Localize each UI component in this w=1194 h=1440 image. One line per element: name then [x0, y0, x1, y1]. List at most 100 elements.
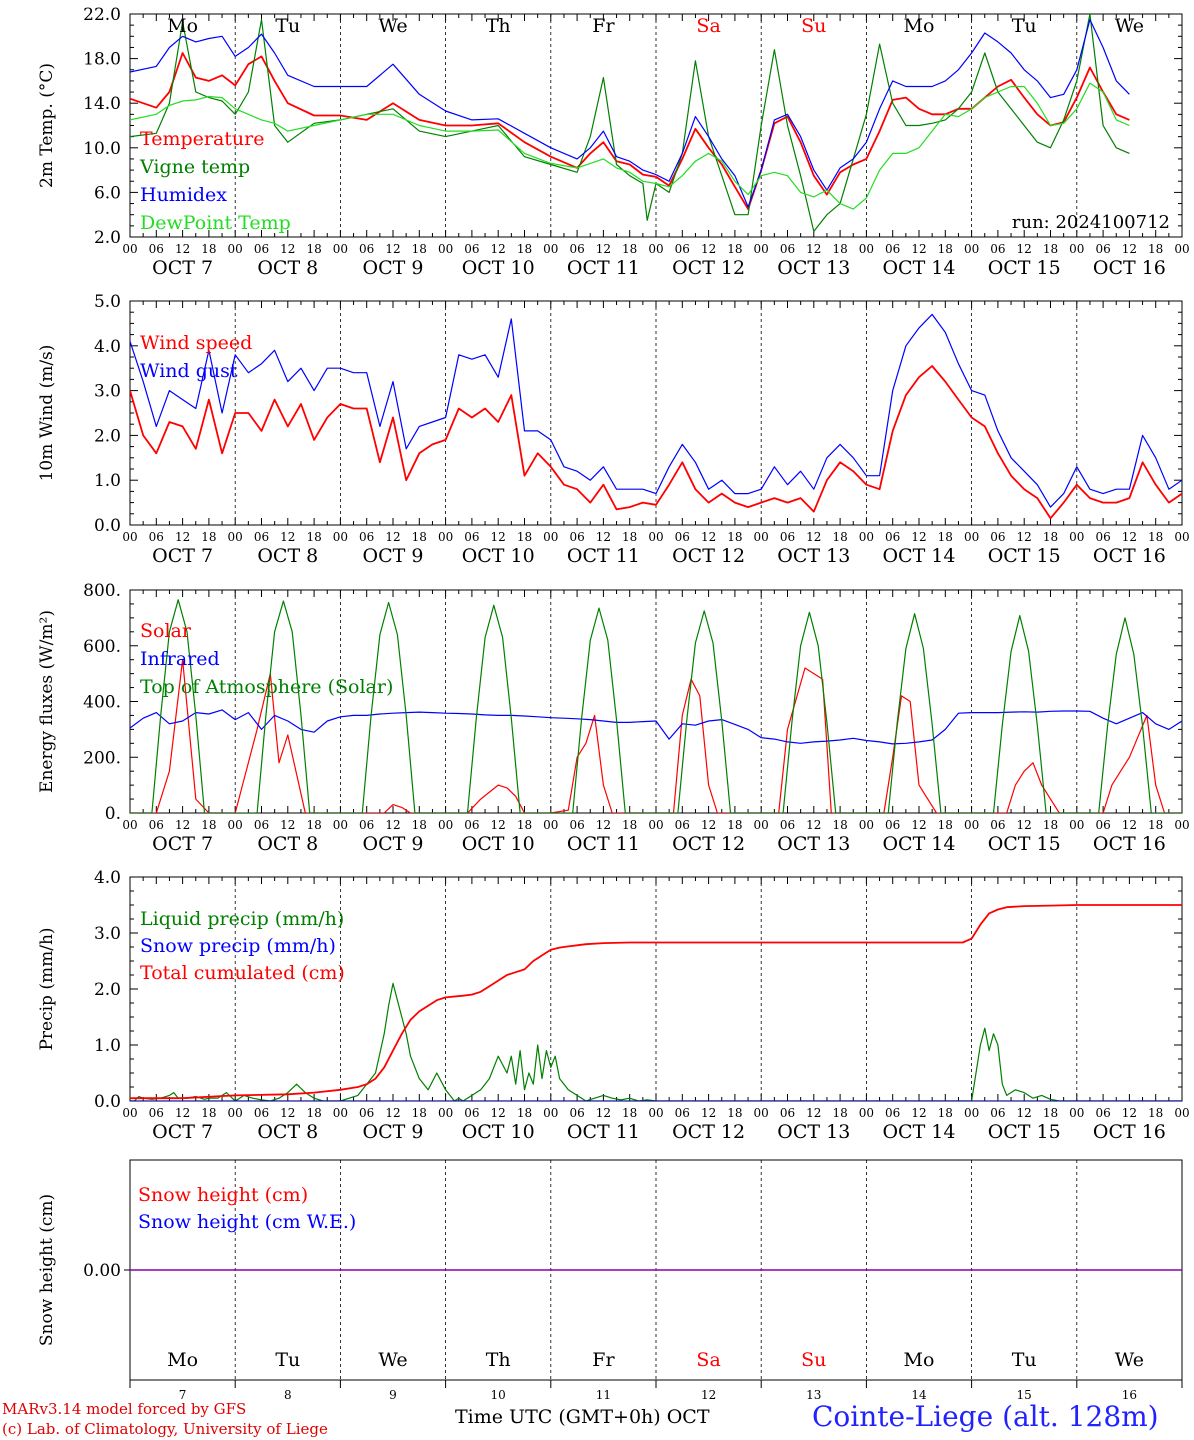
hour-tick-label: 18 [622, 530, 637, 544]
y-tick-label: 6.0 [94, 183, 121, 203]
hour-tick-label: 00 [543, 818, 558, 832]
y-axis-label: Precip (mm/h) [37, 927, 57, 1050]
hour-tick-label: 06 [990, 1106, 1005, 1120]
hour-tick-label: 12 [806, 1106, 821, 1120]
weekday-label: Mo [167, 1349, 198, 1371]
y-tick-label: 600. [83, 637, 121, 657]
hour-tick-label: 12 [911, 530, 926, 544]
hour-tick-label: 00 [438, 818, 453, 832]
y-tick-label: 14.0 [83, 94, 121, 114]
hour-tick-label: 00 [1069, 818, 1084, 832]
day-label: OCT 9 [363, 833, 424, 855]
hour-tick-label: 12 [596, 530, 611, 544]
hour-tick-label: 12 [596, 1106, 611, 1120]
hour-tick-label: 06 [885, 530, 900, 544]
hour-tick-label: 06 [569, 242, 584, 256]
hour-tick-label: 06 [359, 530, 374, 544]
hour-tick-label: 18 [201, 818, 216, 832]
hour-tick-label: 00 [648, 818, 663, 832]
weekday-label: We [1115, 1349, 1144, 1371]
hour-tick-label: 18 [622, 242, 637, 256]
hour-tick-label: 00 [964, 1106, 979, 1120]
day-number-label: 7 [179, 1388, 187, 1402]
day-label: OCT 8 [257, 1121, 318, 1143]
hour-tick-label: 12 [280, 242, 295, 256]
hour-tick-label: 18 [517, 530, 532, 544]
hour-tick-label: 00 [228, 818, 243, 832]
hour-tick-label: 00 [754, 1106, 769, 1120]
day-number-label: 16 [1122, 1388, 1137, 1402]
hour-tick-label: 06 [149, 530, 164, 544]
hour-tick-label: 06 [569, 530, 584, 544]
hour-tick-label: 00 [859, 530, 874, 544]
hour-tick-label: 12 [385, 818, 400, 832]
day-label: OCT 16 [1093, 545, 1166, 567]
hour-tick-label: 12 [806, 818, 821, 832]
series-line-0-2 [130, 19, 1130, 208]
legend-entry: Humidex [140, 184, 227, 206]
hour-tick-label: 12 [1122, 530, 1137, 544]
hour-tick-label: 12 [701, 818, 716, 832]
station-label: Cointe-Liege (alt. 128m) [812, 1400, 1159, 1433]
weekday-label: Sa [696, 15, 720, 37]
hour-tick-label: 18 [1148, 242, 1163, 256]
hour-tick-label: 00 [438, 1106, 453, 1120]
series-line-3-0 [130, 982, 1182, 1101]
weekday-label: We [378, 15, 407, 37]
hour-tick-label: 06 [569, 818, 584, 832]
y-tick-label: 1.0 [94, 471, 121, 491]
y-tick-label: 5.0 [94, 292, 121, 312]
hour-tick-label: 00 [754, 242, 769, 256]
panel-frame [129, 300, 1183, 526]
hour-tick-label: 12 [491, 1106, 506, 1120]
hour-tick-label: 18 [832, 530, 847, 544]
day-number-label: 10 [491, 1388, 506, 1402]
y-axis-label: 10m Wind (m/s) [37, 345, 57, 482]
day-label: OCT 15 [988, 545, 1061, 567]
y-tick-label: 3.0 [94, 924, 121, 944]
day-label: OCT 10 [462, 545, 535, 567]
hour-tick-label: 18 [1043, 242, 1058, 256]
hour-tick-label: 12 [701, 1106, 716, 1120]
hour-tick-label: 12 [175, 1106, 190, 1120]
hour-tick-label: 06 [464, 242, 479, 256]
hour-tick-label: 00 [228, 530, 243, 544]
hour-tick-label: 18 [306, 1106, 321, 1120]
y-axis-label: Energy fluxes (W/m²) [37, 610, 57, 793]
series-line-1-1 [130, 313, 1182, 508]
hour-tick-label: 12 [701, 242, 716, 256]
hour-tick-label: 12 [280, 1106, 295, 1120]
hour-tick-label: 18 [412, 818, 427, 832]
hour-tick-label: 12 [491, 818, 506, 832]
day-number-label: 12 [701, 1388, 716, 1402]
hour-tick-label: 06 [990, 242, 1005, 256]
y-axis-label: Snow height (cm) [37, 1194, 57, 1346]
day-label: OCT 14 [882, 545, 955, 567]
day-label: OCT 15 [988, 1121, 1061, 1143]
day-label: OCT 14 [882, 257, 955, 279]
hour-tick-label: 06 [675, 530, 690, 544]
legend-entry: Snow precip (mm/h) [140, 935, 336, 957]
hour-tick-label: 18 [832, 242, 847, 256]
hour-tick-label: 00 [1174, 1106, 1189, 1120]
hour-tick-label: 06 [464, 530, 479, 544]
hour-tick-label: 06 [569, 1106, 584, 1120]
hour-tick-label: 12 [491, 530, 506, 544]
y-tick-label: 200. [83, 748, 121, 768]
hour-tick-label: 00 [122, 242, 137, 256]
x-axis-title: Time UTC (GMT+0h) OCT [455, 1406, 710, 1428]
hour-tick-label: 00 [333, 530, 348, 544]
day-label: OCT 12 [672, 257, 745, 279]
hour-tick-label: 18 [727, 1106, 742, 1120]
hour-tick-label: 00 [543, 530, 558, 544]
weekday-label: Tu [1012, 1349, 1037, 1371]
day-label: OCT 9 [363, 1121, 424, 1143]
hour-tick-label: 06 [149, 1106, 164, 1120]
hour-tick-label: 00 [333, 818, 348, 832]
hour-tick-label: 12 [911, 1106, 926, 1120]
weekday-label: We [1115, 15, 1144, 37]
legend-entry: Wind speed [140, 332, 252, 354]
weekday-label: Mo [167, 15, 198, 37]
hour-tick-label: 00 [964, 818, 979, 832]
